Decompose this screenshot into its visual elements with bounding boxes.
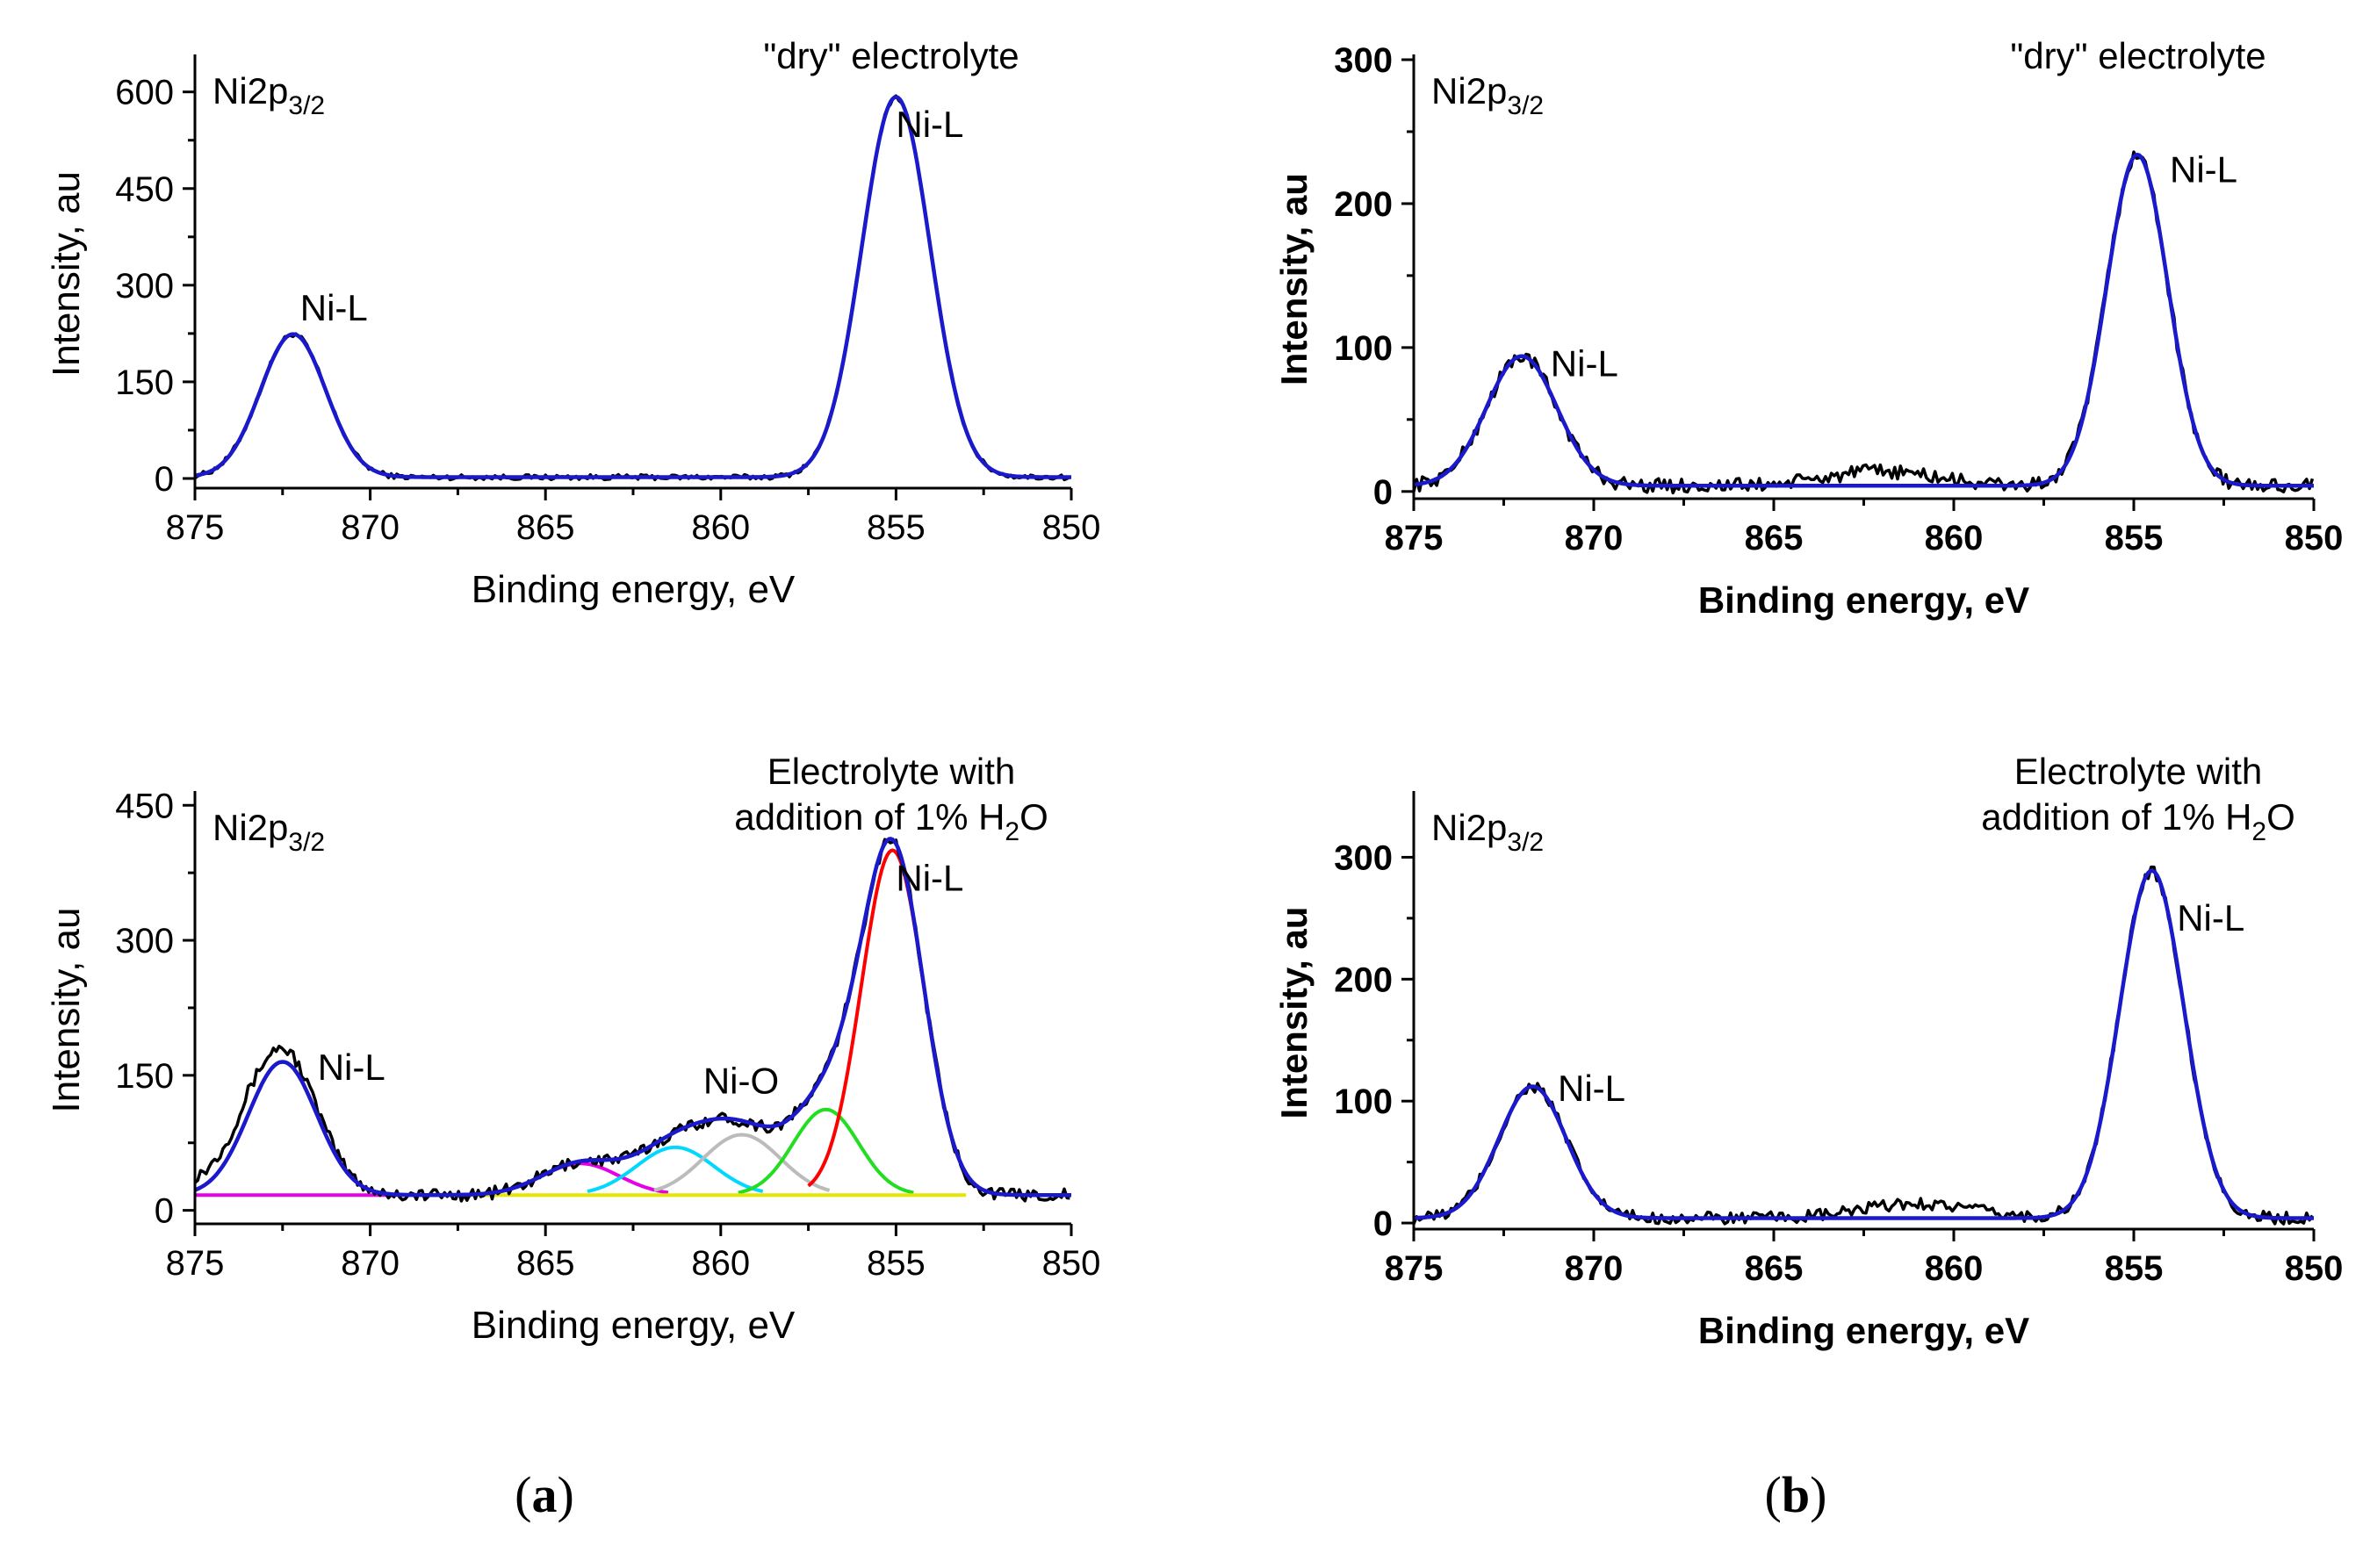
x-axis-label: Binding energy, eV xyxy=(1698,579,2029,621)
y-tick-label: 150 xyxy=(115,363,174,402)
component-peak-5 xyxy=(807,848,985,1192)
spectrum-title: Ni2p3/2 xyxy=(1431,807,1544,857)
spectrum-title: Ni2p3/2 xyxy=(1431,70,1544,120)
x-axis-label: Binding energy, eV xyxy=(472,1304,796,1347)
y-tick-label: 100 xyxy=(1334,1082,1393,1121)
y-tick-label: 450 xyxy=(115,170,174,209)
y-tick-label: 450 xyxy=(115,787,174,825)
y-tick-label: 300 xyxy=(1334,838,1393,877)
x-tick-label: 855 xyxy=(2105,519,2164,557)
x-tick-label: 865 xyxy=(1745,519,1804,557)
component-peak-1 xyxy=(493,1162,669,1195)
x-tick-label: 860 xyxy=(1925,1249,1984,1288)
component-peak-4 xyxy=(738,1107,914,1195)
x-tick-label: 860 xyxy=(691,1244,750,1283)
chart-a-bottom: 875 870 865 860 855 850 0 150 300 450 Binding ener… xyxy=(45,751,1100,1347)
y-tick-label: 0 xyxy=(1373,473,1393,512)
peak-annotation: Ni-L xyxy=(896,104,963,145)
envelope-fit xyxy=(194,837,1071,1198)
panel-label-a: (a) xyxy=(515,1466,574,1523)
chart-b-bottom: 875 870 865 860 855 850 0 100 200 300 Binding ener… xyxy=(1273,751,2343,1351)
y-tick-label: 100 xyxy=(1334,329,1393,368)
y-tick-label: 0 xyxy=(1373,1205,1393,1243)
y-axis-label: Intensity, au xyxy=(1273,173,1315,385)
x-tick-label: 850 xyxy=(1042,508,1101,547)
peak-annotation: Ni-L xyxy=(2170,148,2237,190)
peak-annotation: Ni-L xyxy=(2177,897,2244,939)
x-tick-label: 875 xyxy=(1385,1249,1444,1288)
peak-annotation: Ni-L xyxy=(896,858,963,899)
condition-line-2: addition of 1% H2O xyxy=(1981,796,2295,846)
chart-a-top: 875 870 865 860 855 850 0 150 300 450 600 Binding e… xyxy=(45,35,1100,611)
x-tick-label: 855 xyxy=(867,508,926,547)
x-tick-label: 865 xyxy=(516,1244,575,1283)
x-axis-label: Binding energy, eV xyxy=(472,568,796,611)
component-peak-2 xyxy=(587,1145,764,1193)
spectrum-title: Ni2p3/2 xyxy=(213,70,325,120)
envelope-fit xyxy=(1413,152,2314,488)
spectrum-title: Ni2p3/2 xyxy=(213,807,325,857)
x-tick-label: 855 xyxy=(2105,1249,2164,1288)
y-tick-label: 200 xyxy=(1334,185,1393,224)
x-tick-label: 875 xyxy=(166,1244,225,1283)
fit-components xyxy=(194,848,985,1198)
x-tick-label: 865 xyxy=(516,508,575,547)
panel-label-b: (b) xyxy=(1765,1466,1827,1523)
y-tick-label: 200 xyxy=(1334,960,1393,999)
component-peak-0 xyxy=(194,332,371,478)
x-tick-label: 850 xyxy=(1042,1244,1101,1283)
x-tick-label: 870 xyxy=(341,508,400,547)
condition-line-1: "dry" electrolyte xyxy=(763,35,1019,76)
y-tick-label: 0 xyxy=(155,1192,174,1231)
x-tick-label: 875 xyxy=(1385,519,1444,557)
y-axis-label: Intensity, au xyxy=(1273,907,1315,1119)
envelope-fit xyxy=(1413,868,2314,1220)
peak-annotation: Ni-O xyxy=(703,1060,779,1101)
component-peak-3 xyxy=(653,1133,831,1192)
peak-annotation: Ni-L xyxy=(318,1047,385,1088)
y-axis-label: Intensity, au xyxy=(45,908,88,1113)
x-tick-label: 850 xyxy=(2285,519,2344,557)
condition-line-1: "dry" electrolyte xyxy=(2010,35,2266,76)
y-tick-label: 600 xyxy=(115,74,174,112)
raw-spectrum xyxy=(1412,150,2315,495)
x-axis-label: Binding energy, eV xyxy=(1698,1310,2029,1351)
envelope-fit xyxy=(194,95,1071,479)
y-tick-label: 300 xyxy=(1334,41,1393,80)
x-tick-label: 850 xyxy=(2285,1249,2344,1288)
peak-annotation: Ni-L xyxy=(300,287,368,328)
condition-line-1: Electrolyte with xyxy=(2014,751,2262,792)
condition-line-1: Electrolyte with xyxy=(767,751,1015,792)
y-tick-label: 0 xyxy=(155,460,174,499)
x-tick-label: 875 xyxy=(166,508,225,547)
y-tick-label: 150 xyxy=(115,1057,174,1096)
x-tick-label: 860 xyxy=(1925,519,1984,557)
peak-annotation: Ni-L xyxy=(1558,1068,1625,1109)
y-tick-label: 300 xyxy=(115,922,174,960)
x-tick-label: 870 xyxy=(341,1244,400,1283)
fit-components xyxy=(1413,868,2226,1220)
x-tick-label: 860 xyxy=(691,508,750,547)
x-tick-label: 855 xyxy=(867,1244,926,1283)
x-tick-label: 870 xyxy=(1565,519,1624,557)
chart-b-top: 875 870 865 860 855 850 0 100 200 300 Binding ener… xyxy=(1273,35,2343,621)
y-axis-label: Intensity, au xyxy=(45,171,88,377)
fit-components xyxy=(194,95,985,478)
condition-line-2: addition of 1% H2O xyxy=(734,796,1048,846)
x-tick-label: 865 xyxy=(1745,1249,1804,1288)
peak-annotation: Ni-L xyxy=(1551,343,1618,385)
x-tick-label: 870 xyxy=(1565,1249,1624,1288)
y-tick-label: 300 xyxy=(115,267,174,306)
